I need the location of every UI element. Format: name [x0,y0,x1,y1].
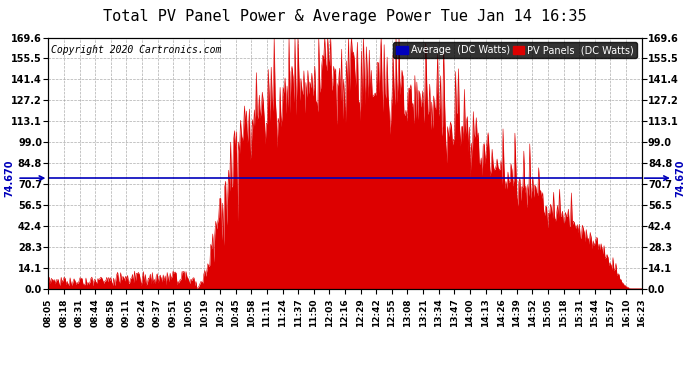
Text: 74.670: 74.670 [4,159,43,197]
Legend: Average  (DC Watts), PV Panels  (DC Watts): Average (DC Watts), PV Panels (DC Watts) [393,42,637,58]
Text: Copyright 2020 Cartronics.com: Copyright 2020 Cartronics.com [51,45,221,55]
Text: 74.670: 74.670 [644,159,686,197]
Text: Total PV Panel Power & Average Power Tue Jan 14 16:35: Total PV Panel Power & Average Power Tue… [104,9,586,24]
